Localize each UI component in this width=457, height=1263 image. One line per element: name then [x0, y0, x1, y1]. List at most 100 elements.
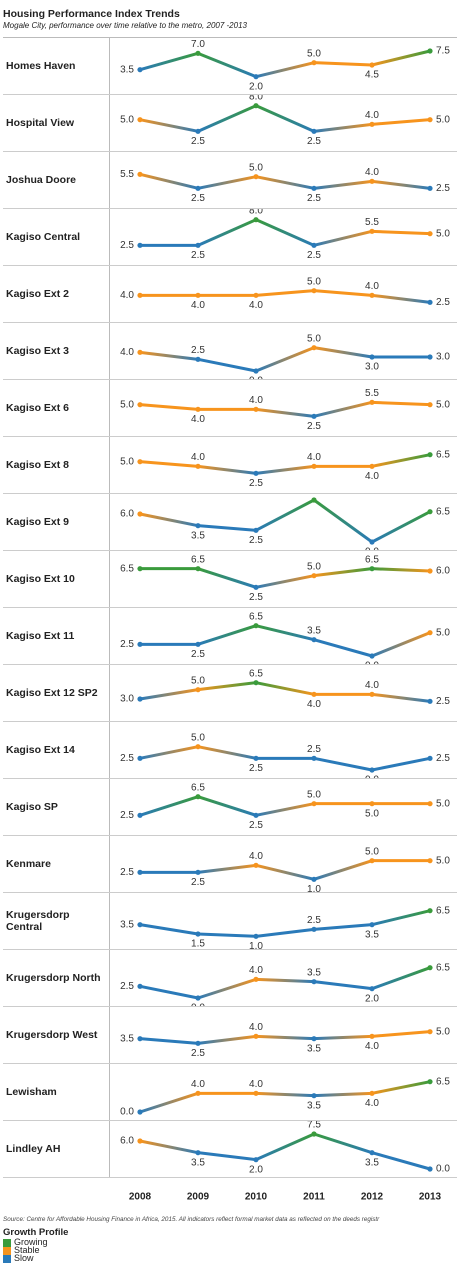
point [311, 128, 317, 134]
line-segment [138, 403, 200, 411]
series-name: Krugersdorp Central [3, 893, 110, 949]
point [427, 630, 433, 636]
data-label: 6.5 [191, 782, 205, 793]
plot: 6.0 3.5 2.5 9.0 0.0 6.5 [120, 494, 450, 550]
point [427, 755, 433, 761]
point [253, 406, 259, 412]
row: Kagiso Ext 12 SP2 3.0 5.0 6.5 4.0 4.0 2.5 [3, 665, 457, 722]
data-label: 2.0 [249, 81, 263, 92]
data-label: 7.5 [307, 1121, 321, 1131]
point [195, 687, 201, 693]
x-tick-label: 2009 [187, 1192, 210, 1203]
point [137, 171, 143, 177]
data-label: 4.0 [365, 167, 379, 178]
point [137, 1036, 143, 1042]
data-label: 3.5 [365, 929, 379, 940]
data-label: 3.0 [365, 362, 379, 373]
point [427, 48, 433, 54]
line-segment [196, 464, 258, 475]
point [195, 185, 201, 191]
x-tick-label: 2010 [245, 1192, 268, 1203]
line-segment [312, 289, 374, 297]
source-note: Source: Centre for Affordable Housing Fi… [3, 1216, 380, 1223]
data-label: 4.0 [191, 452, 205, 463]
point [195, 242, 201, 248]
data-label: 2.5 [307, 421, 321, 432]
plot: 2.5 2.5 4.0 1.0 5.0 5.0 [120, 846, 450, 892]
point [253, 584, 259, 590]
line-segment [370, 179, 432, 190]
legend-swatch [3, 1238, 11, 1247]
data-label: 2.5 [436, 753, 450, 764]
data-label: 5.0 [436, 114, 450, 125]
data-label: 2.5 [307, 136, 321, 147]
line-segment [196, 795, 258, 817]
line-segment [370, 1030, 432, 1038]
point [427, 185, 433, 191]
point [195, 292, 201, 298]
point [137, 566, 143, 572]
line-segment [370, 567, 432, 573]
point [253, 368, 259, 374]
data-label: 5.0 [120, 399, 134, 410]
point [195, 523, 201, 529]
line-segment [138, 51, 200, 72]
point [253, 1033, 259, 1039]
line-segment [370, 453, 432, 468]
chart-title: Housing Performance Index Trends [3, 8, 180, 20]
line-segment [254, 407, 316, 418]
plot: 2.5 2.5 6.5 3.5 0.0 5.0 [120, 611, 450, 664]
series-name: Kagiso Ext 6 [3, 380, 110, 436]
point [253, 862, 259, 868]
data-label: 0.0 [436, 1164, 450, 1175]
data-label: 5.0 [436, 855, 450, 866]
point [311, 755, 317, 761]
line-segment [312, 498, 374, 544]
line-segment [254, 218, 316, 247]
line-segment [312, 1034, 374, 1041]
point [311, 573, 317, 579]
point [311, 876, 317, 882]
data-label: 2.5 [120, 810, 134, 821]
data-label: 4.0 [249, 851, 263, 862]
point [311, 185, 317, 191]
data-label: 0.0 [365, 547, 379, 550]
point [427, 231, 433, 237]
point [369, 178, 375, 184]
data-label: 9.0 [307, 494, 321, 497]
plot: 3.5 1.5 1.0 2.5 3.5 6.5 [120, 905, 450, 949]
data-label: 2.5 [120, 240, 134, 251]
point [253, 527, 259, 533]
plot: 5.5 2.5 5.0 2.5 4.0 2.5 [120, 162, 450, 204]
data-label: 2.5 [191, 1048, 205, 1059]
point [137, 349, 143, 355]
point [427, 299, 433, 305]
data-label: 4.0 [120, 347, 134, 358]
line-segment [138, 1091, 200, 1114]
point [253, 812, 259, 818]
point [195, 931, 201, 937]
series-name: Hospital View [3, 95, 110, 151]
line-segment [312, 179, 374, 190]
line-segment [370, 400, 432, 407]
data-label: 2.5 [120, 753, 134, 764]
line-segment [196, 524, 258, 532]
line-segment [196, 175, 258, 190]
plot: 5.0 4.0 2.5 4.0 4.0 6.5 [120, 449, 450, 489]
line-segment [138, 172, 200, 190]
point [195, 356, 201, 362]
point [427, 452, 433, 458]
point [427, 1166, 433, 1172]
data-label: 0.0 [365, 661, 379, 664]
point [137, 869, 143, 875]
chart-subtitle: Mogale City, performance over time relat… [3, 21, 247, 30]
line-segment [370, 229, 432, 236]
row: Kagiso Ext 9 6.0 3.5 2.5 9.0 0.0 6.5 [3, 494, 457, 551]
line-segment [254, 977, 316, 984]
data-label: 4.0 [120, 290, 134, 301]
point [311, 288, 317, 294]
data-label: 5.0 [191, 732, 205, 743]
series-name: Kagiso Ext 2 [3, 266, 110, 322]
point [311, 463, 317, 469]
